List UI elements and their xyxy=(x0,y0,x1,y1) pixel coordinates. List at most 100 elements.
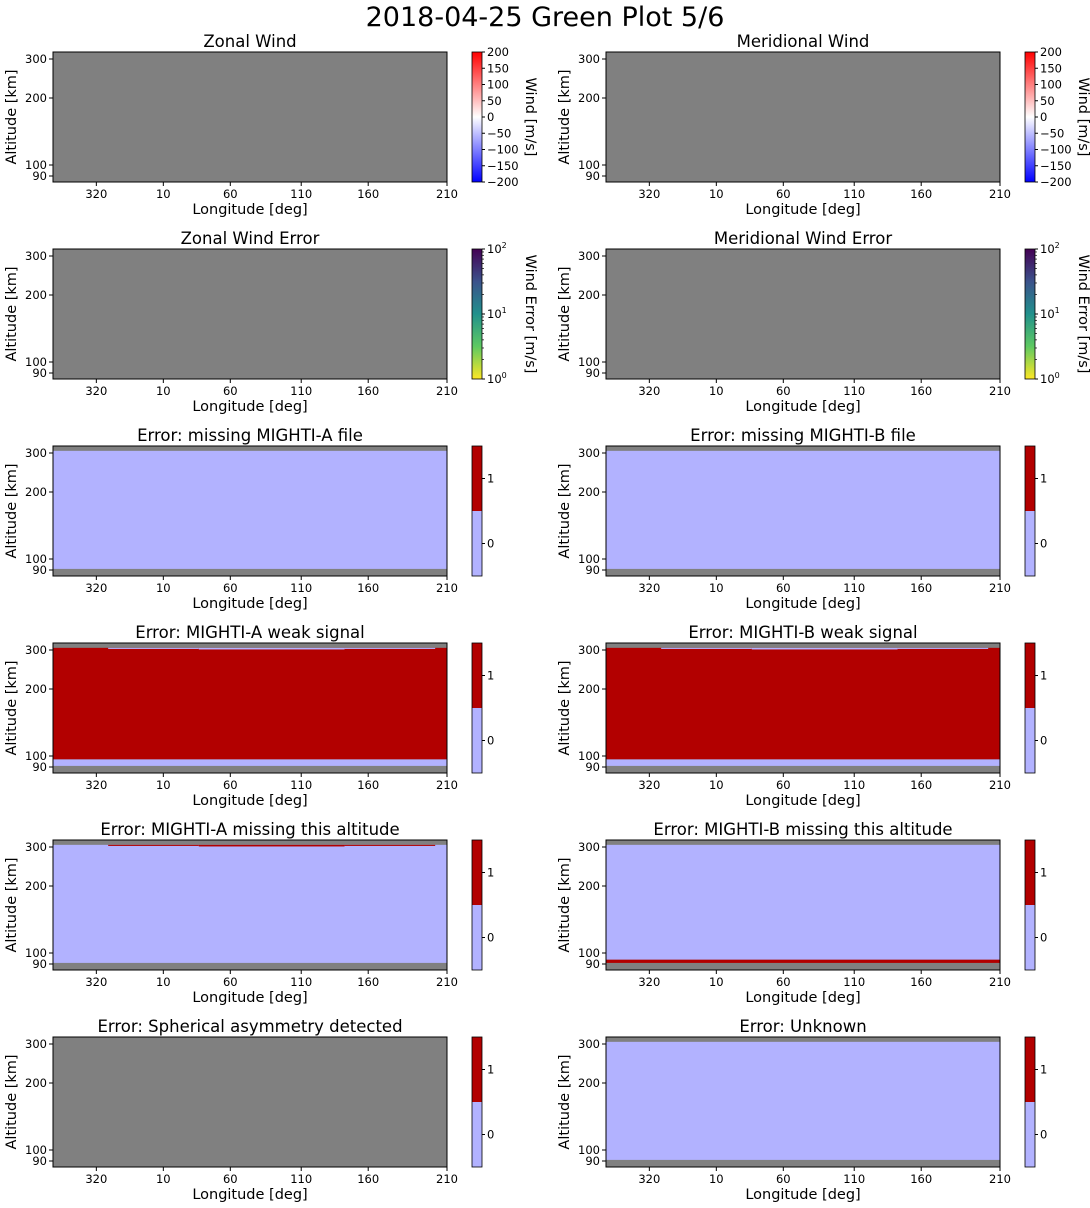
y-axis-label: Altitude [km] xyxy=(4,69,20,164)
colorbar-tick-label: 0 xyxy=(487,734,494,748)
x-tick-label: 160 xyxy=(910,1172,932,1186)
colorbar-segment xyxy=(1025,511,1035,576)
x-axis-label: Longitude [deg] xyxy=(745,202,860,218)
y-tick-label: 200 xyxy=(25,485,47,499)
y-tick-label: 200 xyxy=(578,91,600,105)
y-tick-label: 90 xyxy=(585,169,600,183)
colorbar-label: Wind [m/s] xyxy=(522,78,538,157)
y-tick-label: 200 xyxy=(578,485,600,499)
subplot-title: Zonal Wind xyxy=(203,32,296,51)
x-tick-label: 160 xyxy=(357,187,379,201)
x-tick-label: 10 xyxy=(156,1172,171,1186)
x-axis-label: Longitude [deg] xyxy=(745,596,860,612)
colorbar-tick-label: 200 xyxy=(487,45,509,59)
y-axis-label: Altitude [km] xyxy=(4,1054,20,1149)
y-axis-label: Altitude [km] xyxy=(557,266,573,361)
x-tick-label: 10 xyxy=(156,778,171,792)
x-tick-label: 110 xyxy=(290,778,312,792)
x-tick-label: 10 xyxy=(709,581,724,595)
subplot-5: Error: missing MIGHTI-B file901002003003… xyxy=(557,426,1047,612)
colorbar-tick-label: 0 xyxy=(1040,537,1047,551)
colorbar-tick-label: 0 xyxy=(487,110,494,124)
y-tick-label: 300 xyxy=(578,249,600,263)
x-tick-label: 10 xyxy=(709,384,724,398)
subplot-7: Error: MIGHTI-B weak signal9010020030032… xyxy=(557,623,1047,809)
heatmap-band xyxy=(606,844,1000,960)
subplot-title: Meridional Wind Error xyxy=(714,229,892,248)
colorbar-segment xyxy=(472,840,482,905)
x-tick-label: 160 xyxy=(910,778,932,792)
y-tick-label: 100 xyxy=(25,552,47,566)
x-tick-label: 160 xyxy=(910,975,932,989)
colorbar: 10 xyxy=(471,445,494,577)
colorbar-segment xyxy=(1025,1102,1035,1167)
y-tick-label: 90 xyxy=(585,957,600,971)
y-tick-label: 90 xyxy=(585,760,600,774)
plot-frame xyxy=(605,51,1001,183)
colorbar-tick-label: −50 xyxy=(1040,126,1064,140)
y-tick-label: 300 xyxy=(25,1037,47,1051)
x-tick-label: 210 xyxy=(436,581,458,595)
heatmap-band xyxy=(53,450,447,569)
y-tick-label: 200 xyxy=(578,288,600,302)
colorbar-segment xyxy=(472,446,482,511)
x-tick-label: 160 xyxy=(357,778,379,792)
y-tick-label: 200 xyxy=(578,879,600,893)
y-tick-label: 100 xyxy=(578,1143,600,1157)
colorbar-tick-label: −150 xyxy=(487,159,519,173)
heatmap-band xyxy=(198,647,345,650)
x-axis-label: Longitude [deg] xyxy=(192,1187,307,1203)
y-tick-label: 100 xyxy=(578,158,600,172)
colorbar-segment xyxy=(1025,643,1035,708)
colorbar-tick-label: 200 xyxy=(1040,45,1062,59)
colorbar-tick-label: 150 xyxy=(1040,61,1062,75)
x-tick-label: 10 xyxy=(156,581,171,595)
x-tick-label: 160 xyxy=(910,384,932,398)
y-axis-label: Altitude [km] xyxy=(4,660,20,755)
y-tick-label: 200 xyxy=(578,682,600,696)
x-tick-label: 110 xyxy=(843,384,865,398)
y-tick-label: 100 xyxy=(578,946,600,960)
colorbar-frame xyxy=(1024,839,1036,971)
colorbar-tick-label: 1 xyxy=(487,866,494,880)
y-tick-label: 200 xyxy=(578,1076,600,1090)
colorbar-segment xyxy=(472,905,482,970)
x-tick-label: 210 xyxy=(436,1172,458,1186)
y-tick-label: 100 xyxy=(25,946,47,960)
x-tick-label: 320 xyxy=(85,384,107,398)
y-tick-label: 90 xyxy=(32,169,47,183)
colorbar-frame xyxy=(1024,642,1036,774)
x-tick-label: 110 xyxy=(843,581,865,595)
colorbar: 200 150 100 50 0 −50 −100 −150 −200 Wind [m/s] xyxy=(1024,45,1090,189)
y-tick-label: 100 xyxy=(25,158,47,172)
x-tick-label: 60 xyxy=(223,384,238,398)
x-axis-label: Longitude [deg] xyxy=(745,1187,860,1203)
colorbar-gradient-bar xyxy=(472,52,482,182)
y-tick-label: 200 xyxy=(25,1076,47,1090)
colorbar-tick-label: 0 xyxy=(487,1128,494,1142)
x-tick-label: 110 xyxy=(290,384,312,398)
subplot-title: Meridional Wind xyxy=(737,32,870,51)
x-tick-label: 10 xyxy=(156,384,171,398)
x-tick-label: 110 xyxy=(843,778,865,792)
colorbar-frame xyxy=(1024,1036,1036,1168)
y-tick-label: 100 xyxy=(578,355,600,369)
x-tick-label: 110 xyxy=(290,581,312,595)
heatmap-band xyxy=(53,759,447,766)
x-tick-label: 320 xyxy=(638,581,660,595)
y-tick-label: 300 xyxy=(578,446,600,460)
y-tick-label: 300 xyxy=(25,52,47,66)
subplot-9: Error: MIGHTI-B missing this altitude901… xyxy=(557,820,1047,1006)
heatmap-band xyxy=(897,647,989,649)
heatmap-fill xyxy=(606,249,1000,379)
x-tick-label: 60 xyxy=(776,975,791,989)
x-tick-label: 10 xyxy=(709,1172,724,1186)
heatmap-fill xyxy=(53,52,447,182)
x-tick-label: 110 xyxy=(290,187,312,201)
colorbar-tick-exponent: 2 xyxy=(1055,241,1060,250)
colorbar-tick-exponent: 0 xyxy=(1055,371,1060,380)
x-axis-label: Longitude [deg] xyxy=(745,399,860,415)
heatmap-band xyxy=(344,844,436,846)
subplot-4: Error: missing MIGHTI-A file901002003003… xyxy=(4,426,494,612)
